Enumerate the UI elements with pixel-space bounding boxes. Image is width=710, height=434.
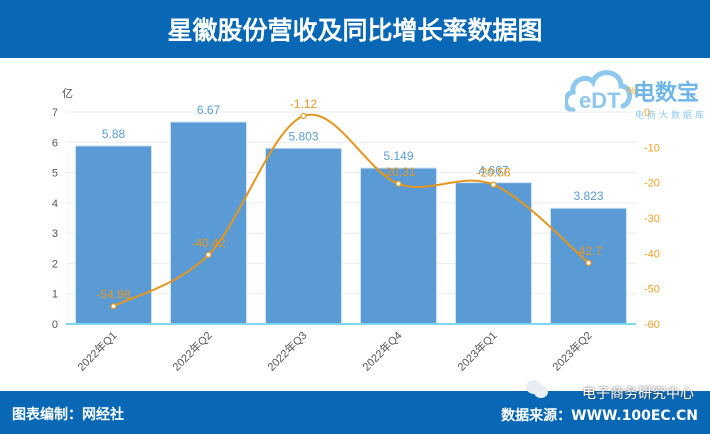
edt-logo: eDT 电数宝 电商大数据库 <box>563 62 710 122</box>
left-tick-label: 5 <box>52 168 58 180</box>
right-tick-label: -40 <box>644 248 660 260</box>
growth-point <box>205 251 212 258</box>
chart-title: 星徽股份营收及同比增长率数据图 <box>167 16 543 45</box>
growth-value-label: -42.7 <box>575 244 603 258</box>
left-tick-label: 2 <box>52 258 58 270</box>
left-axis: 0 1 2 3 4 5 6 7亿 <box>52 87 73 331</box>
x-tick-label: 2023年Q2 <box>549 328 594 373</box>
left-tick-label: 4 <box>52 198 58 210</box>
bar-value-label: 5.149 <box>383 149 413 163</box>
revenue-bar <box>360 167 437 325</box>
footer-banner: 图表编制：网经社 数据来源：WWW.100EC.CN <box>0 391 710 434</box>
growth-value-label: -20.31 <box>381 165 415 179</box>
cloud-logo-icon: eDT 电数宝 电商大数据库 <box>563 70 707 120</box>
growth-point <box>300 112 307 120</box>
right-axis-unit: % <box>627 86 636 97</box>
right-tick-label: 0 <box>644 107 650 119</box>
x-tick-label: 2022年Q2 <box>169 328 214 373</box>
right-tick-label: -10 <box>644 142 660 154</box>
revenue-bar <box>550 207 627 325</box>
growth-line: -54.98 -40.42 -1.12 -20.31 -20.58 -42.7 <box>96 97 603 310</box>
right-axis: 0 -10 -20 -30 -40 -50 -60% <box>627 86 660 331</box>
logo-brand: 电数宝 <box>633 80 699 105</box>
left-tick-label: 3 <box>52 228 58 240</box>
header-banner: 星徽股份营收及同比增长率数据图 <box>0 0 710 58</box>
left-tick-label: 7 <box>52 107 58 119</box>
gridlines <box>66 111 636 295</box>
data-source: 数据来源：WWW.100EC.CN <box>501 408 698 424</box>
revenue-bar <box>455 182 532 325</box>
revenue-bar <box>265 147 342 325</box>
growth-value-label: -54.98 <box>96 287 130 301</box>
bar-value-label: 4.667 <box>478 164 508 178</box>
growth-value-label: -1.12 <box>290 97 318 111</box>
revenue-bars: 5.88 6.67 5.803 5.149 4.667 3.823 <box>66 103 636 325</box>
right-tick-label: -60 <box>644 319 660 331</box>
right-tick-label: -50 <box>644 284 660 296</box>
logo-mark: eDT <box>579 88 621 113</box>
bar-value-label: 5.803 <box>288 129 318 143</box>
growth-point <box>395 180 402 187</box>
revenue-bar <box>170 121 247 325</box>
x-tick-label: 2023年Q1 <box>454 328 499 373</box>
left-tick-label: 6 <box>52 137 58 149</box>
left-axis-unit: 亿 <box>62 87 73 100</box>
bar-value-label: 6.67 <box>197 103 221 117</box>
wechat-icon <box>526 380 548 398</box>
x-tick-label: 2022年Q1 <box>74 328 119 373</box>
growth-value-label: -20.58 <box>476 166 510 180</box>
left-tick-label: 1 <box>52 289 58 301</box>
x-tick-label: 2022年Q4 <box>359 328 404 373</box>
x-tick-label: 2022年Q3 <box>264 328 309 373</box>
right-tick-label: -30 <box>644 213 660 225</box>
chart-credit: 图表编制：网经社 <box>12 407 124 423</box>
left-tick-label: 0 <box>52 319 58 331</box>
bar-value-label: 3.823 <box>573 189 603 203</box>
x-axis-labels: 2022年Q1 2022年Q2 2022年Q3 2022年Q4 2023年Q1 2023年… <box>74 328 594 373</box>
growth-point <box>490 181 497 188</box>
bar-value-label: 5.88 <box>102 127 126 141</box>
growth-point <box>585 259 592 266</box>
growth-value-label: -40.42 <box>191 236 225 250</box>
watermark-text: 电子商务研究中心 <box>582 386 694 402</box>
growth-point <box>110 303 117 310</box>
logo-sub: 电商大数据库 <box>635 109 707 120</box>
right-tick-label: -20 <box>644 178 660 190</box>
